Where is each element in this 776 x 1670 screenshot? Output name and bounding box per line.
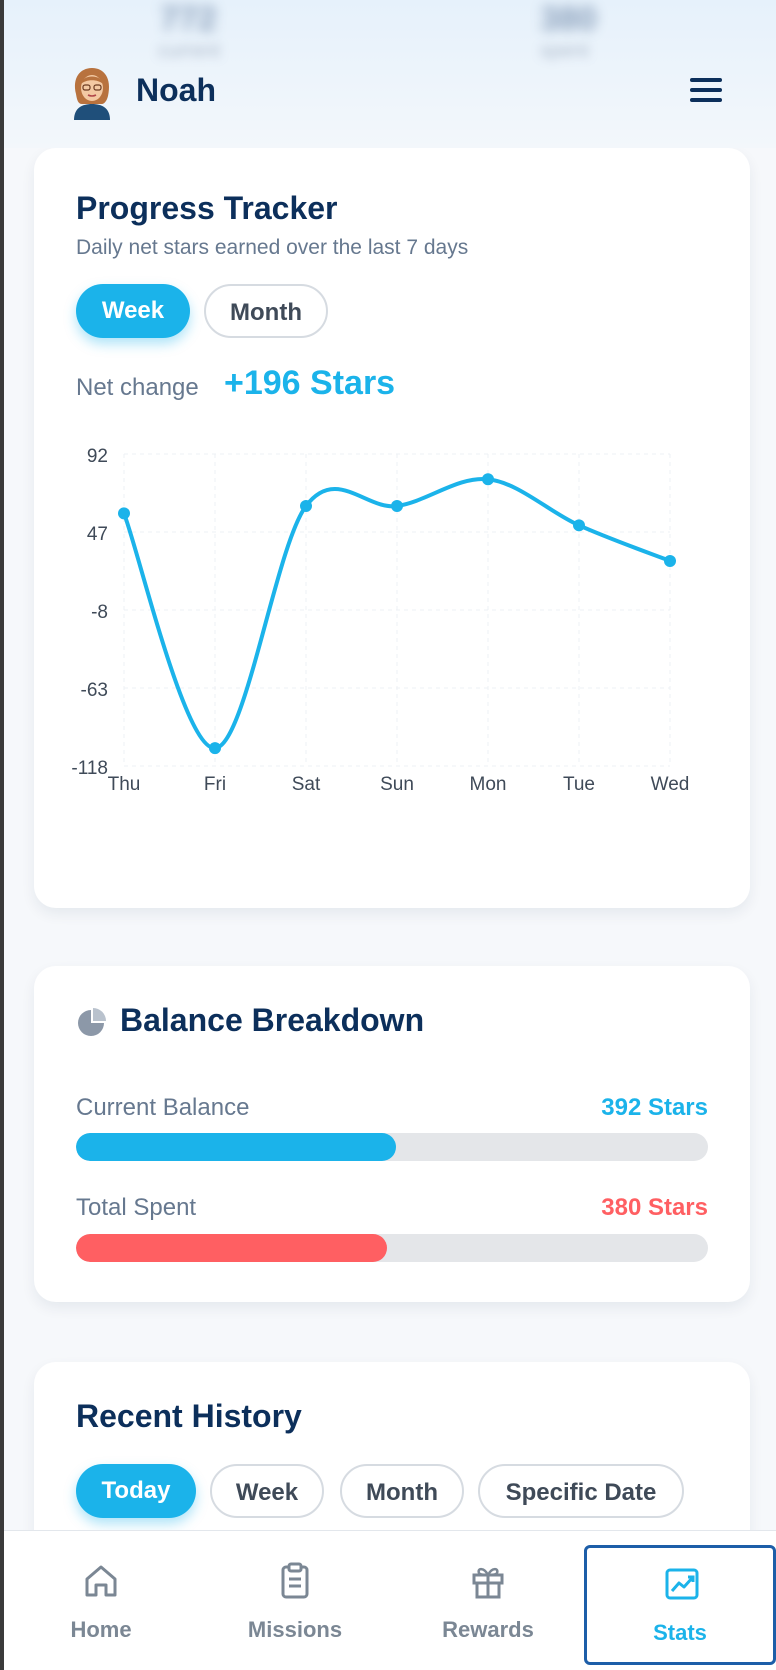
data-point: [573, 519, 585, 532]
nav-missions[interactable]: Missions: [200, 1545, 390, 1665]
window-edge: [0, 0, 4, 1670]
current-balance-bar: [76, 1133, 708, 1161]
total-spent-bar: [76, 1234, 708, 1262]
nav-home[interactable]: Home: [6, 1545, 196, 1665]
ghost-stat-label: spent: [540, 40, 589, 62]
gift-icon: [472, 1567, 504, 1599]
progress-tracker-card: Progress Tracker Daily net stars earned …: [34, 148, 750, 908]
x-tick-label: Fri: [204, 774, 226, 795]
tab-week[interactable]: Week: [76, 284, 190, 338]
card-title: Recent History: [76, 1398, 302, 1434]
current-balance-value: 392 Stars: [601, 1094, 708, 1121]
nav-label: Missions: [247, 1617, 343, 1642]
nav-stats[interactable]: Stats: [584, 1545, 776, 1665]
ghost-stat-label: current: [158, 40, 221, 62]
nav-label: Home: [70, 1617, 132, 1642]
current-balance-bar-fill: [76, 1133, 397, 1161]
net-change-label: Net change: [76, 374, 199, 401]
balance-breakdown-card: Balance Breakdown Current Balance 392 St…: [34, 966, 750, 1302]
bottom-navigation: Home Missions Rewards: [0, 1530, 776, 1670]
nav-label: Stats: [653, 1620, 707, 1645]
net-change-value: +196 Stars: [224, 364, 396, 402]
avatar[interactable]: [68, 64, 116, 120]
user-name: Noah: [136, 72, 216, 108]
data-point: [391, 500, 403, 512]
tab-month[interactable]: Month: [204, 284, 328, 338]
x-tick-label: Mon: [470, 774, 507, 795]
data-point: [482, 473, 494, 486]
x-tick-label: Sun: [380, 774, 414, 795]
home-icon: [85, 1565, 117, 1597]
total-spent-bar-fill: [76, 1234, 387, 1262]
card-title: Balance Breakdown: [120, 1002, 425, 1038]
data-point: [664, 554, 676, 567]
total-spent-value: 380 Stars: [601, 1194, 708, 1221]
card-title: Progress Tracker: [76, 190, 338, 226]
total-spent-label: Total Spent: [76, 1194, 197, 1221]
history-tab-specific-date[interactable]: Specific Date: [478, 1464, 684, 1518]
x-tick-label: Thu: [108, 774, 141, 795]
data-point: [118, 507, 130, 520]
y-tick-label: 47: [87, 524, 108, 545]
nav-label: Rewards: [442, 1617, 534, 1642]
history-tab-week[interactable]: Week: [210, 1464, 324, 1518]
y-tick-label: -8: [91, 602, 108, 623]
x-tick-label: Tue: [563, 774, 595, 795]
card-subtitle: Daily net stars earned over the last 7 d…: [76, 236, 469, 259]
chart-icon: [665, 1568, 699, 1600]
history-tab-today[interactable]: Today: [76, 1464, 196, 1518]
data-point: [300, 500, 312, 512]
y-tick-label: -118: [71, 758, 108, 779]
pie-chart-icon: [78, 1008, 106, 1036]
y-tick-label: 92: [87, 448, 108, 467]
nav-rewards[interactable]: Rewards: [393, 1545, 583, 1665]
clipboard-icon: [281, 1562, 309, 1599]
series-line: [122, 477, 672, 751]
x-tick-label: Sat: [292, 774, 321, 795]
app-header: 772 current 380 spent Noah: [0, 0, 776, 148]
current-balance-label: Current Balance: [76, 1094, 250, 1121]
history-tab-month[interactable]: Month: [340, 1464, 464, 1518]
ghost-stat-value: 380: [540, 0, 597, 38]
x-tick-label: Wed: [651, 774, 690, 795]
hamburger-menu-icon[interactable]: [686, 74, 726, 106]
y-tick-label: -63: [81, 680, 108, 701]
ghost-stat-value: 772: [160, 0, 217, 38]
data-point: [209, 742, 221, 755]
